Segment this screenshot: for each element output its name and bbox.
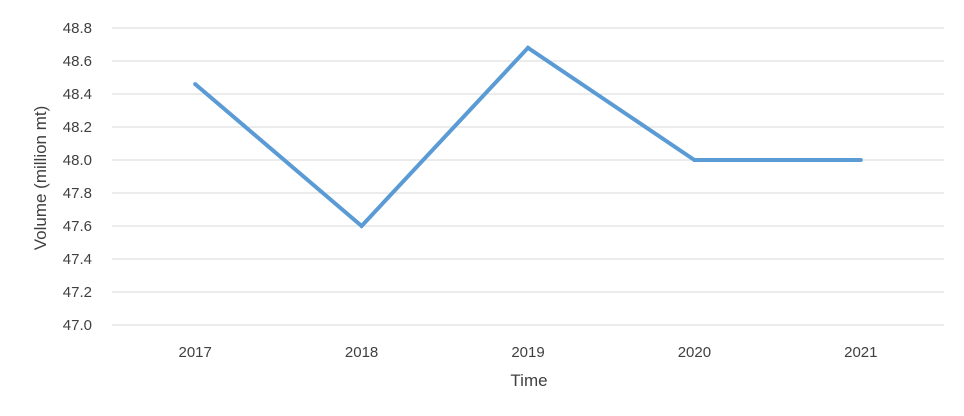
y-tick-label: 48.2	[63, 119, 92, 136]
y-tick-label: 47.0	[63, 317, 92, 334]
y-axis-tick-labels: 47.0 47.2 47.4 47.6 47.8 48.0 48.2 48.4 48.6 48.8	[63, 20, 92, 334]
x-tick-label: 2019	[511, 344, 544, 361]
y-tick-label: 48.8	[63, 20, 92, 37]
x-tick-label: 2020	[678, 344, 711, 361]
data-point-2017	[193, 82, 198, 87]
gridlines	[112, 27, 944, 326]
x-axis-tick-labels: 2017 2018 2019 2020 2021	[179, 344, 878, 361]
y-tick-label: 47.4	[63, 251, 92, 268]
x-tick-label: 2018	[345, 344, 378, 361]
y-axis-title: Volume (million mt)	[31, 106, 50, 251]
y-tick-label: 48.4	[63, 86, 92, 103]
data-point-2019	[526, 45, 530, 50]
y-tick-label: 47.8	[63, 185, 92, 202]
y-tick-label: 48.6	[63, 53, 92, 70]
series-line	[193, 45, 861, 229]
x-tick-label: 2021	[844, 344, 877, 361]
data-point-2020	[692, 158, 697, 162]
x-tick-label: 2017	[179, 344, 212, 361]
y-tick-label: 48.0	[63, 152, 92, 169]
y-tick-label: 47.2	[63, 284, 92, 301]
x-axis-title: Time	[510, 371, 547, 390]
y-tick-label: 47.6	[63, 218, 92, 235]
data-point-2021	[858, 158, 863, 162]
series-group	[193, 45, 863, 229]
data-point-2018	[359, 224, 364, 228]
